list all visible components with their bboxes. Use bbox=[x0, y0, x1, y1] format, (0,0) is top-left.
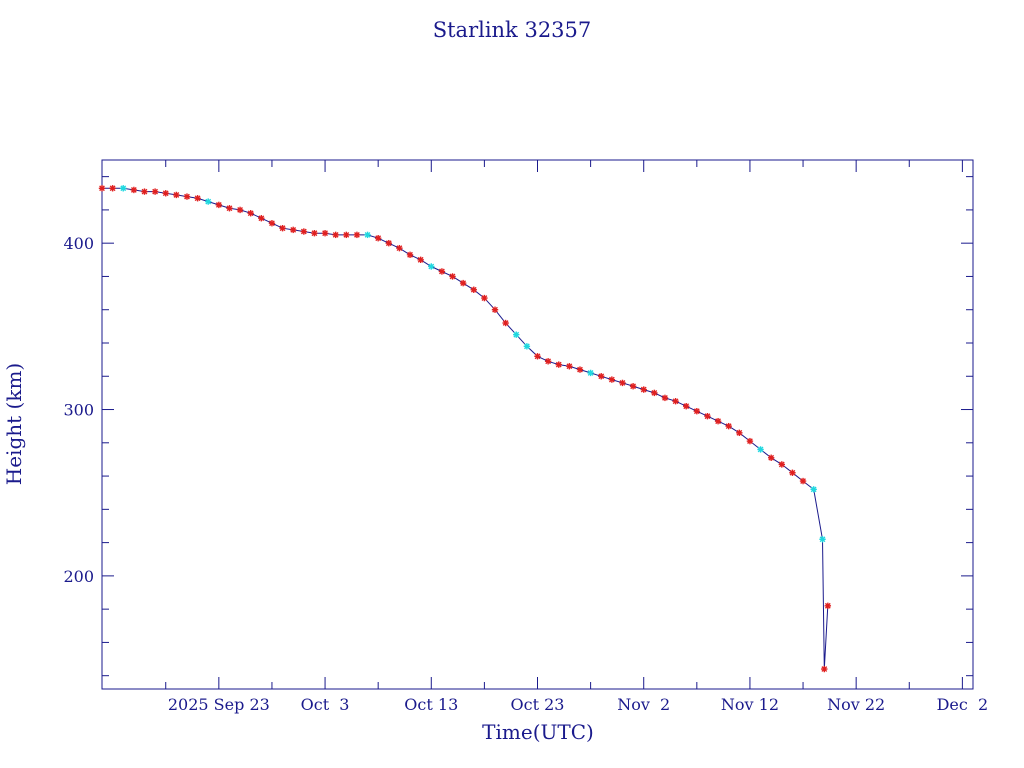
x-tick-label: Oct 13 bbox=[404, 695, 458, 714]
data-point bbox=[608, 376, 616, 383]
data-point bbox=[502, 319, 509, 327]
data-point bbox=[98, 185, 106, 192]
data-point bbox=[523, 343, 531, 350]
data-point bbox=[683, 403, 690, 410]
data-point bbox=[799, 477, 807, 485]
data-point bbox=[767, 454, 775, 461]
data-point bbox=[534, 353, 541, 360]
data-point bbox=[629, 383, 637, 390]
data-point bbox=[725, 422, 732, 430]
data-point bbox=[778, 461, 786, 468]
data-point bbox=[406, 251, 414, 259]
data-point bbox=[470, 286, 477, 293]
data-point bbox=[130, 186, 138, 194]
data-point bbox=[343, 231, 350, 239]
data-point bbox=[459, 279, 467, 287]
x-tick-label: Nov 22 bbox=[827, 695, 885, 714]
data-point bbox=[491, 306, 499, 313]
data-point bbox=[587, 369, 594, 377]
height-track-line bbox=[102, 187, 829, 670]
data-point bbox=[268, 220, 276, 227]
data-point bbox=[311, 229, 318, 237]
data-point bbox=[651, 389, 658, 397]
data-point bbox=[438, 268, 446, 275]
data-point bbox=[151, 188, 159, 195]
data-point bbox=[555, 361, 562, 368]
data-point bbox=[374, 234, 382, 242]
data-point bbox=[819, 536, 826, 543]
data-point bbox=[258, 215, 265, 222]
x-tick-label: Oct 3 bbox=[301, 695, 350, 714]
data-point bbox=[428, 263, 435, 270]
data-point bbox=[661, 394, 669, 402]
y-tick-label: 200 bbox=[63, 567, 94, 586]
data-point bbox=[162, 190, 169, 197]
data-points bbox=[98, 185, 832, 673]
data-point bbox=[789, 469, 796, 476]
data-point bbox=[566, 363, 573, 370]
data-point bbox=[693, 407, 701, 415]
chart-title: Starlink 32357 bbox=[433, 18, 592, 42]
data-point bbox=[598, 373, 605, 380]
data-point bbox=[810, 486, 817, 493]
data-point bbox=[353, 231, 361, 239]
data-point bbox=[449, 273, 456, 280]
data-point bbox=[714, 417, 722, 425]
data-point bbox=[824, 602, 832, 610]
data-point bbox=[746, 437, 754, 445]
x-tick-label: Oct 23 bbox=[511, 695, 565, 714]
data-point bbox=[173, 191, 180, 199]
data-point bbox=[215, 201, 223, 209]
data-point bbox=[672, 398, 679, 405]
data-point bbox=[417, 256, 424, 264]
data-point bbox=[704, 412, 711, 420]
data-point bbox=[481, 294, 488, 302]
data-point bbox=[640, 386, 647, 393]
data-point bbox=[321, 229, 329, 237]
data-point bbox=[619, 379, 626, 387]
data-point bbox=[194, 195, 201, 202]
data-point bbox=[120, 185, 127, 192]
data-point bbox=[821, 665, 828, 673]
data-point bbox=[236, 206, 244, 214]
x-axis-ticks: 2025 Sep 23 Oct 3 Oct 13 Oct 23 Nov 2 Nov 12 N… bbox=[165, 160, 989, 714]
data-point bbox=[300, 228, 308, 235]
data-point bbox=[576, 366, 584, 373]
data-point bbox=[513, 331, 520, 338]
x-tick-label: Nov 12 bbox=[721, 695, 779, 714]
data-point bbox=[289, 226, 297, 234]
x-tick-label: Nov 2 bbox=[617, 695, 670, 714]
y-tick-label: 400 bbox=[63, 234, 94, 253]
y-axis-label: Height (km) bbox=[2, 363, 26, 485]
data-point bbox=[736, 429, 743, 437]
data-point bbox=[279, 225, 286, 232]
data-point bbox=[396, 244, 403, 252]
plot-frame bbox=[101, 159, 974, 690]
data-point bbox=[544, 358, 552, 365]
data-point bbox=[385, 239, 392, 247]
data-point bbox=[364, 231, 371, 239]
x-tick-label: 2025 Sep 23 bbox=[168, 695, 270, 714]
y-tick-label: 300 bbox=[63, 401, 94, 420]
data-point bbox=[141, 188, 148, 195]
x-axis-label: Time(UTC) bbox=[482, 720, 594, 744]
data-point bbox=[183, 193, 191, 200]
x-tick-label: Dec 2 bbox=[937, 695, 989, 714]
y-axis-ticks: 200 300 400 bbox=[63, 176, 973, 677]
data-point bbox=[332, 231, 339, 239]
data-point bbox=[247, 210, 254, 217]
data-point bbox=[226, 205, 233, 212]
data-point bbox=[757, 446, 764, 453]
data-point bbox=[205, 198, 212, 205]
data-point bbox=[109, 185, 116, 192]
